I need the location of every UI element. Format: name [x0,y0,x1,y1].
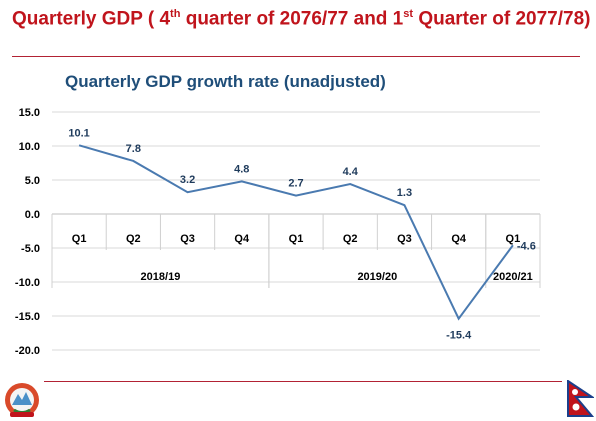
y-tick-label: 10.0 [19,141,40,153]
gdp-growth-chart: Quarterly GDP growth rate (unadjusted) 15… [15,72,541,357]
data-label: -15.4 [446,330,472,342]
x-tick-label: Q2 [343,233,358,245]
slide-title-part3: Quarter of 2077/78) [413,8,591,30]
data-label: 10.1 [68,127,89,139]
slide-title-sup2: st [403,8,414,20]
data-label: -4.6 [517,240,536,252]
slide-title-sup1: th [170,8,181,20]
chart-title: Quarterly GDP growth rate (unadjusted) [65,72,386,91]
slide-title-part2: quarter of 2076/77 and 1 [180,8,404,30]
y-tick-label: 0.0 [25,209,40,221]
slide-title-part1: Quarterly GDP ( 4 [12,8,171,30]
data-label: 2.7 [288,178,303,190]
y-tick-label: -10.0 [15,277,40,289]
y-tick-label: -20.0 [15,345,40,357]
x-tick-label: Q1 [506,233,521,245]
group-label: 2019/20 [357,271,397,283]
x-tick-label: Q4 [234,233,250,245]
x-tick-label: Q3 [397,233,412,245]
data-label: 7.8 [126,143,141,155]
x-tick-label: Q1 [289,233,304,245]
x-tick-label: Q2 [126,233,141,245]
y-tick-label: -15.0 [15,311,40,323]
data-label: 4.4 [343,166,359,178]
data-label: 1.3 [397,187,412,199]
x-tick-label: Q1 [72,233,87,245]
group-label: 2018/19 [141,271,181,283]
footer-divider [44,381,562,382]
data-label: 4.8 [234,163,249,175]
series-line [78,144,514,321]
slide-title: Quarterly GDP ( 4th quarter of 2076/77 a… [12,8,590,30]
x-tick-label: Q4 [451,233,467,245]
title-divider [12,56,580,57]
y-tick-label: 5.0 [25,175,40,187]
data-label: 3.2 [180,174,195,186]
nepal-emblem-icon [5,383,39,417]
group-label: 2020/21 [493,271,533,283]
x-tick-label: Q3 [180,233,195,245]
y-tick-label: -5.0 [21,243,40,255]
nepal-flag-icon [567,380,594,417]
y-tick-label: 15.0 [19,107,40,119]
